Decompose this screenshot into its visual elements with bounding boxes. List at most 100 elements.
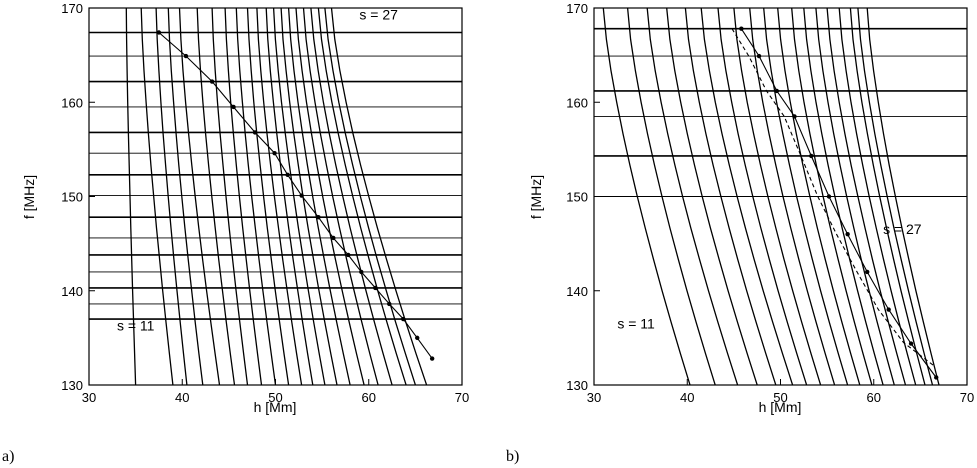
harmonic-curve (224, 8, 263, 385)
data-point (809, 153, 814, 159)
harmonic-curve (838, 8, 917, 385)
x-axis-title-a: h [Mm] (254, 399, 297, 415)
annotations-a: s = 27 s = 11 (117, 6, 398, 333)
chart-panel-b: 30 40 50 60 70 130 140 150 160 170 s = 27 s = 11 h… (506, 1, 974, 465)
harmonic-curve (777, 8, 861, 385)
harmonic-curve (302, 8, 379, 385)
panel-label-b: b) (506, 448, 519, 465)
harmonic-curve (211, 8, 249, 385)
x-tick-label: 60 (362, 390, 376, 405)
harmonic-curve (256, 8, 303, 385)
harmonic-curve (330, 8, 428, 385)
data-point (373, 285, 378, 291)
data-point (415, 335, 420, 341)
harmonic-curve (178, 8, 221, 385)
harmonic-curve (866, 8, 940, 385)
curve-annotation: s = 27 (359, 6, 398, 22)
harmonic-curve (287, 8, 351, 385)
ticks-a: 30 40 50 60 70 130 140 150 160 170 (61, 1, 469, 405)
harmonic-curve (265, 8, 314, 385)
data-point (739, 26, 744, 31)
y-tick-label: 160 (566, 95, 588, 110)
harmonic-curve (717, 8, 808, 385)
data-point (886, 307, 891, 312)
y-tick-label: 150 (566, 190, 588, 205)
data-point (272, 150, 277, 156)
y-tick-label: 130 (566, 378, 588, 393)
data-point (331, 235, 336, 241)
annotations-b: s = 27 s = 11 (617, 221, 922, 331)
x-tick-label: 50 (773, 390, 787, 405)
harmonic-curve (849, 8, 926, 385)
x-tick-label: 50 (268, 390, 282, 405)
harmonic-curve (295, 8, 365, 385)
y-tick-label: 130 (61, 378, 83, 393)
x-tick-label: 70 (455, 390, 469, 405)
harmonic-curve (791, 8, 873, 385)
data-point (156, 30, 162, 35)
harmonic-curve (125, 8, 137, 385)
panel-label-a: a) (2, 448, 14, 465)
curve-annotation: s = 11 (117, 317, 155, 333)
x-tick-label: 40 (680, 390, 694, 405)
y-tick-label: 160 (61, 95, 83, 110)
y-axis-title-b: f [MHz] (528, 175, 544, 219)
data-point (231, 104, 236, 110)
frequency-lines-b (594, 27, 967, 197)
data-point (934, 375, 939, 380)
harmonic-curve (826, 8, 907, 385)
harmonic-curve (602, 8, 691, 385)
chart-panel-a: 30 40 50 60 70 130 140 150 160 170 s = 27 s = 11 h… (2, 1, 469, 465)
harmonic-curve (324, 8, 417, 385)
data-point (845, 232, 850, 237)
data-point (792, 114, 797, 119)
harmonic-curve (167, 8, 204, 385)
harmonic-curve (803, 8, 884, 385)
x-tick-label: 40 (175, 390, 189, 405)
y-tick-label: 140 (61, 284, 83, 299)
harmonic-curve (272, 8, 326, 385)
harmonic-curve (246, 8, 290, 385)
curve-annotation: s = 11 (617, 315, 655, 331)
harmonic-curve (196, 8, 236, 385)
harmonic-curve (749, 8, 836, 385)
y-tick-label: 140 (566, 284, 588, 299)
x-tick-label: 60 (867, 390, 881, 405)
x-axis-title-b: h [Mm] (759, 399, 802, 415)
data-point (865, 269, 870, 275)
y-axis-title-a: f [MHz] (21, 175, 37, 219)
data-point (285, 172, 290, 178)
series-group-a (156, 30, 435, 361)
data-point (299, 193, 304, 198)
harmonic-curve (684, 8, 777, 385)
data-point (429, 356, 435, 361)
data-point (826, 194, 832, 199)
x-tick-label: 30 (82, 390, 96, 405)
y-tick-label: 170 (61, 1, 83, 16)
curve-annotation: s = 27 (883, 221, 922, 237)
data-point (756, 53, 762, 59)
ticks-b: 30 40 50 60 70 130 140 150 160 170 (566, 1, 974, 405)
y-tick-label: 170 (566, 1, 588, 16)
harmonic-curve (763, 8, 849, 385)
data-point (252, 130, 258, 135)
data-point (387, 301, 392, 307)
x-tick-label: 30 (587, 390, 601, 405)
harmonic-curves-a (125, 8, 428, 385)
data-point (908, 341, 914, 346)
harmonic-curve (155, 8, 188, 385)
x-tick-label: 70 (960, 390, 974, 405)
series-line (740, 28, 937, 378)
data-point (183, 53, 189, 59)
data-point (346, 252, 351, 258)
harmonic-curve (733, 8, 822, 385)
series-line (731, 28, 935, 367)
harmonic-curve (317, 8, 407, 385)
y-tick-label: 150 (61, 190, 83, 205)
harmonic-curve (666, 8, 758, 385)
harmonic-curve (235, 8, 277, 385)
data-point (774, 88, 779, 94)
harmonic-curve (626, 8, 716, 385)
harmonic-curve (646, 8, 739, 385)
